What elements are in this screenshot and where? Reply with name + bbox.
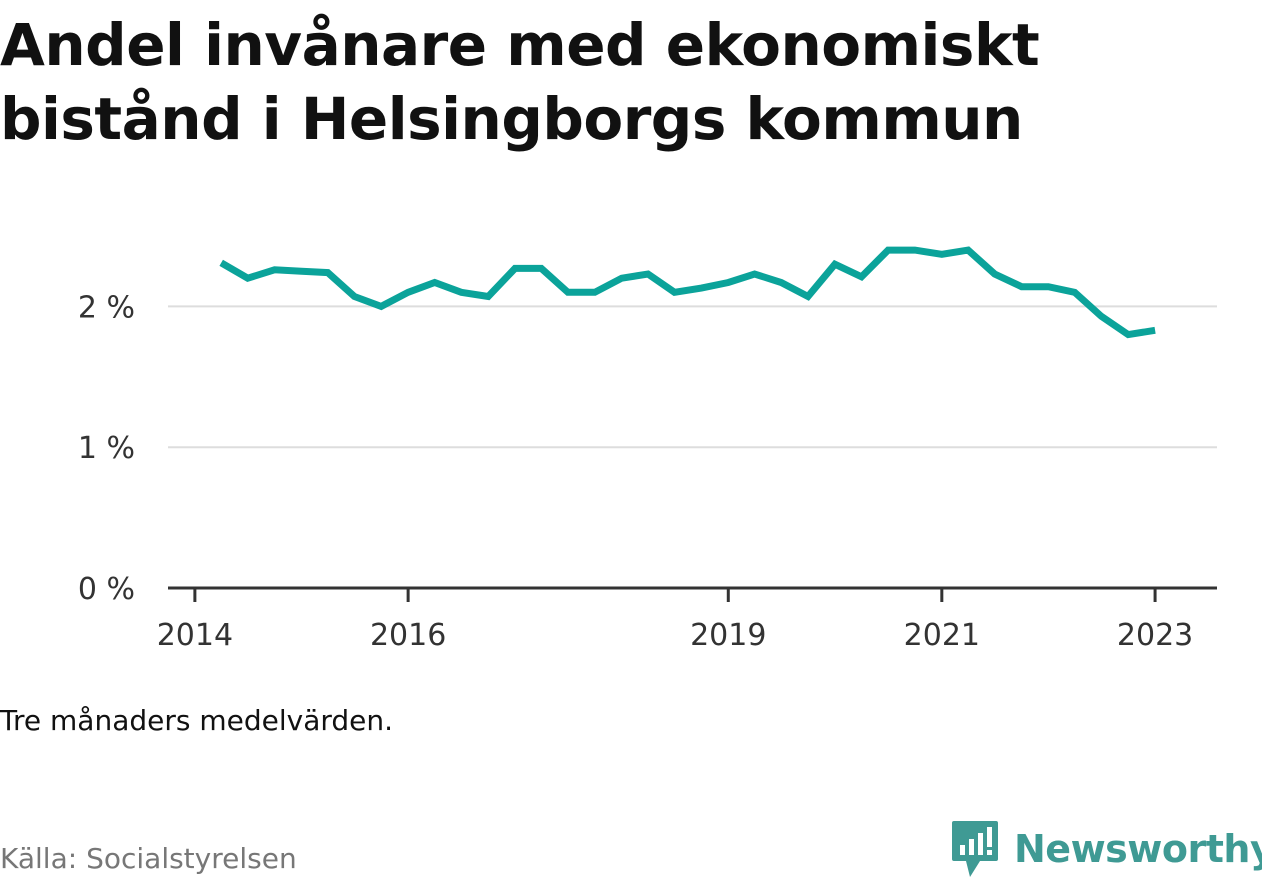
gridlines [168, 305, 1217, 449]
x-axis: 2014 2016 2019 2021 2023 [157, 586, 1217, 653]
data-point [831, 260, 839, 268]
data-point [564, 288, 572, 296]
data-point [511, 264, 519, 272]
data-point [1018, 283, 1026, 291]
data-point [350, 293, 358, 301]
data-point [938, 250, 946, 258]
y-tick-label: 2 % [78, 290, 135, 325]
data-point [884, 246, 892, 254]
data-point [404, 288, 412, 296]
data-point [644, 270, 652, 278]
data-point [777, 279, 785, 287]
brand-name: Newsworthy [1014, 827, 1262, 871]
x-tick-label: 2019 [690, 618, 766, 653]
data-point [271, 266, 279, 274]
data-point [1124, 331, 1132, 339]
source-text: Källa: Socialstyrelsen [0, 842, 297, 875]
data-point [431, 279, 439, 287]
data-point [457, 288, 465, 296]
y-axis: 0 % 1 % 2 % [78, 290, 135, 607]
brand-logo: Newsworthy [950, 818, 1262, 880]
data-point [991, 270, 999, 278]
line-chart: 0 % 1 % 2 % 2014 2016 2019 2021 2023 [78, 246, 1217, 653]
data-point [324, 269, 332, 277]
series-layer [217, 246, 1159, 339]
chart-title: Andel invånare med ekonomiskt bistånd i … [0, 11, 1040, 153]
data-point [964, 246, 972, 254]
data-point [804, 293, 812, 301]
series-line-0 [219, 246, 1156, 339]
newsworthy-logo-icon [952, 821, 998, 877]
data-point [484, 293, 492, 301]
data-point [724, 279, 732, 287]
data-point [858, 273, 866, 281]
y-tick-label: 0 % [78, 572, 135, 607]
data-point [751, 270, 759, 278]
data-point [671, 288, 679, 296]
data-point [298, 267, 306, 275]
data-point [537, 264, 545, 272]
chart-note: Tre månaders medelvärden. [0, 704, 394, 737]
x-tick-label: 2023 [1117, 618, 1193, 653]
data-point [1097, 312, 1105, 320]
y-tick-label: 1 % [78, 431, 135, 466]
data-point [217, 259, 225, 267]
x-tick-label: 2014 [157, 618, 233, 653]
data-point [911, 246, 919, 254]
data-point [244, 274, 252, 282]
data-point [1151, 326, 1159, 334]
x-tick-label: 2021 [904, 618, 980, 653]
data-point [1044, 283, 1052, 291]
data-point [591, 288, 599, 296]
data-point [697, 284, 705, 292]
x-tick-label: 2016 [370, 618, 446, 653]
data-point [377, 302, 385, 310]
data-point [618, 274, 626, 282]
data-point [1071, 288, 1079, 296]
